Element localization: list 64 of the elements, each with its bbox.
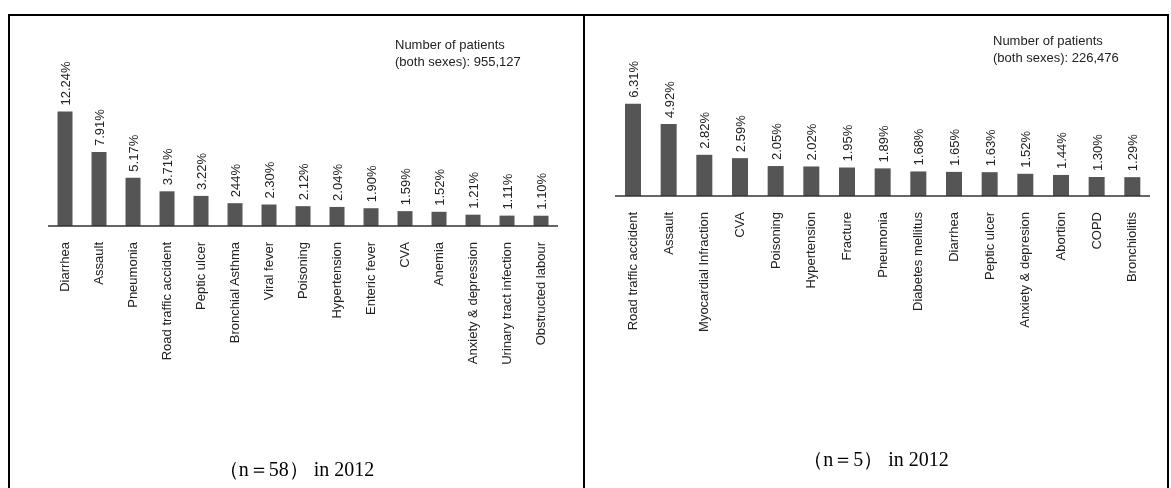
data-label: 1.44%	[1053, 131, 1069, 169]
data-label: 2.82%	[697, 111, 713, 149]
x-tick-label: Anxiety & depresion	[1017, 212, 1033, 328]
data-label: 1.63%	[982, 128, 998, 167]
x-tick-label: Peptic ulcer	[193, 241, 208, 310]
data-label: 244%	[228, 163, 244, 198]
data-label: 2.12%	[296, 162, 312, 201]
x-tick-label: Viral fever	[261, 241, 276, 301]
text: Number of patients (both sexes): 955,127	[395, 36, 521, 70]
data-label: 1.29%	[1125, 133, 1141, 172]
x-tick-label: Diabetes mellitus	[910, 211, 926, 311]
data-label: 2.05%	[768, 122, 784, 161]
x-tick-label: Bronchial Asthma	[227, 241, 242, 344]
x-tick-label: Hypertension	[803, 212, 819, 289]
x-tick-label: Bronchiolitis	[1124, 211, 1140, 283]
x-tick-label: COPD	[1088, 212, 1104, 250]
x-tick-label: Abortion	[1052, 212, 1068, 261]
x-tick-label: Hypertension	[329, 242, 344, 319]
x-tick-label: Urinary tract infection	[499, 242, 514, 365]
data-label: 2.02%	[804, 123, 820, 161]
x-tick-label: Poisoning	[767, 212, 783, 270]
x-tick-label: Anemia	[431, 241, 446, 287]
x-tick-label: Obstructed labour	[533, 241, 548, 346]
x-tick-label: Pneumonia	[125, 241, 140, 308]
data-label: 1.52%	[1018, 130, 1034, 168]
data-label: 2.04%	[330, 163, 346, 201]
x-tick-label: Road traffic accident	[159, 241, 174, 361]
x-tick-label: Assault	[660, 211, 676, 255]
data-label: 3.22%	[194, 152, 210, 190]
data-label: 12.24%	[58, 61, 74, 106]
data-label: 1.95%	[839, 124, 855, 162]
x-tick-label: Assault	[91, 241, 106, 285]
data-label: 1.68%	[911, 128, 927, 166]
x-tick-label: Poisoning	[295, 242, 310, 300]
x-tick-label: Anxiety & depression	[465, 242, 480, 365]
x-tick-label: Enteric fever	[363, 241, 378, 315]
data-label: 1.11%	[500, 173, 516, 210]
data-label: 2.59%	[732, 114, 748, 153]
text: （n＝58） in 2012	[217, 457, 376, 482]
data-label: 2.30%	[262, 161, 278, 199]
data-label: 1.52%	[432, 168, 448, 206]
x-tick-label: Pneumonia	[874, 211, 890, 278]
data-label: 1.59%	[398, 167, 414, 206]
data-label: 1.65%	[946, 128, 962, 166]
x-tick-label: CVA	[731, 211, 747, 238]
data-label: 1.30%	[1089, 133, 1105, 171]
data-label: 4.92%	[661, 80, 677, 119]
data-label: 6.31%	[625, 60, 641, 98]
text: Number of patients (both sexes): 226,476	[993, 32, 1119, 66]
text: （n＝5） in 2012	[802, 447, 950, 472]
data-label: 1.10%	[534, 172, 550, 210]
data-label: 5.17%	[126, 134, 142, 172]
data-label: 3.71%	[160, 148, 176, 186]
x-tick-label: Diarrhea	[57, 241, 72, 292]
data-label: 7.91%	[92, 108, 108, 147]
x-tick-label: Diarrhea	[945, 211, 961, 262]
x-tick-label: Road traffic accident	[624, 211, 640, 331]
data-label: 1.90%	[364, 164, 380, 203]
data-label: 1.89%	[875, 125, 891, 163]
x-tick-label: CVA	[397, 241, 412, 268]
x-tick-label: Fracture	[838, 212, 854, 261]
x-tick-label: Myocardial Infraction	[696, 212, 712, 332]
data-label: 1.21%	[466, 171, 482, 209]
x-tick-label: Peptic ulcer	[981, 211, 997, 280]
